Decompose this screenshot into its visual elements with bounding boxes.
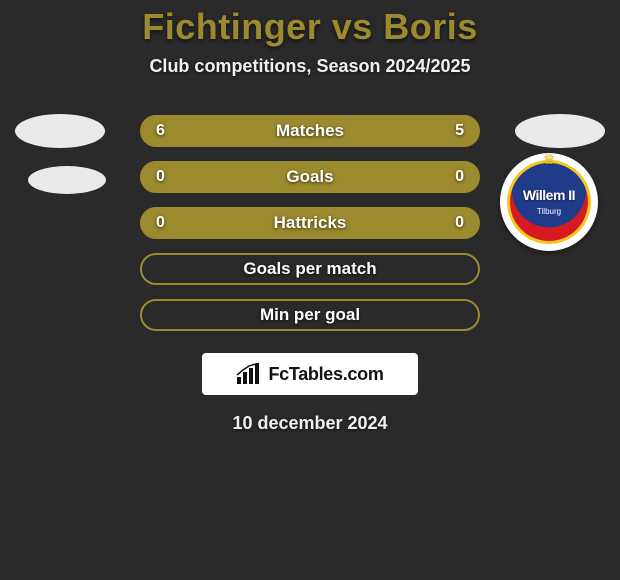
stat-label: Matches bbox=[276, 121, 344, 141]
stat-value-left: 6 bbox=[156, 122, 184, 140]
stat-label: Goals bbox=[286, 167, 333, 187]
stat-row-hattricks: 0 Hattricks 0 bbox=[0, 207, 620, 239]
player-left-silhouette bbox=[15, 114, 105, 148]
bar-chart-icon bbox=[236, 363, 262, 385]
stat-row-matches: 6 Matches 5 bbox=[0, 115, 620, 147]
stat-row-gpm: Goals per match bbox=[0, 253, 620, 285]
stat-value-left: 0 bbox=[156, 168, 184, 186]
date-text: 10 december 2024 bbox=[232, 413, 387, 434]
stat-row-goals: 0 Goals 0 ♛ Willem II Tilburg bbox=[0, 161, 620, 193]
page-title: Fichtinger vs Boris bbox=[142, 6, 478, 48]
stat-bar: 0 Goals 0 bbox=[140, 161, 480, 193]
player-right-silhouette bbox=[515, 114, 605, 148]
stat-label: Hattricks bbox=[274, 213, 347, 233]
stat-value-right: 0 bbox=[436, 214, 464, 232]
stat-bar-hollow: Min per goal bbox=[140, 299, 480, 331]
stat-label: Goals per match bbox=[243, 259, 376, 279]
brand-box[interactable]: FcTables.com bbox=[202, 353, 418, 395]
crown-icon: ♛ bbox=[543, 151, 556, 168]
badge-club-name: Willem II bbox=[523, 188, 575, 202]
subtitle: Club competitions, Season 2024/2025 bbox=[149, 56, 470, 77]
player-left-silhouette-2 bbox=[28, 166, 106, 194]
stat-row-mpg: Min per goal bbox=[0, 299, 620, 331]
stat-value-right: 5 bbox=[436, 122, 464, 140]
brand-text: FcTables.com bbox=[268, 364, 383, 385]
stat-label: Min per goal bbox=[260, 305, 360, 325]
stat-bar-hollow: Goals per match bbox=[140, 253, 480, 285]
stat-bar: 0 Hattricks 0 bbox=[140, 207, 480, 239]
stat-value-left: 0 bbox=[156, 214, 184, 232]
stat-value-right: 0 bbox=[436, 168, 464, 186]
stat-bar: 6 Matches 5 bbox=[140, 115, 480, 147]
